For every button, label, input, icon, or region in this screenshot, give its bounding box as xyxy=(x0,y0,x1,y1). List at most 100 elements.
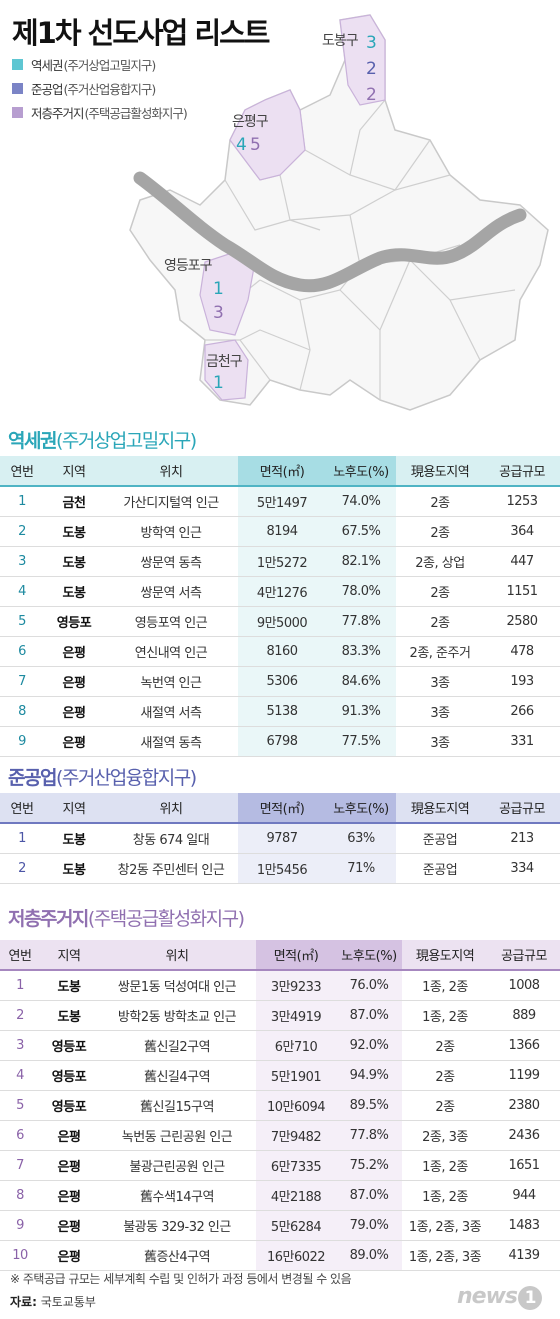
header-col-location: 위치 xyxy=(104,793,238,824)
cell-col-area: 도봉 xyxy=(44,546,104,577)
cell-col-area: 영등포 xyxy=(40,1060,98,1091)
district-count-eunpyeong-lowrise: 5 xyxy=(250,135,261,155)
header-col-no: 연번 xyxy=(0,793,44,824)
header-col-area: 지역 xyxy=(44,793,104,824)
cell-col-zoning: 1종, 2종, 3종 xyxy=(402,1240,488,1271)
table-row: 3 도봉 쌍문역 동측 1만5272 82.1% 2종, 상업 447 xyxy=(0,546,560,577)
cell-col-location: 舊신길15구역 xyxy=(98,1090,256,1121)
cell-col-area: 금천 xyxy=(44,486,104,517)
cell-col-location: 쌍문1동 덕성여대 인근 xyxy=(98,970,256,1001)
header-col-supply: 공급규모 xyxy=(484,793,560,824)
table-row: 1 도봉 쌍문1동 덕성여대 인근 3만9233 76.0% 1종, 2종 1008 xyxy=(0,970,560,1001)
cell-col-age: 74.0% xyxy=(326,486,396,517)
cell-col-area: 은평 xyxy=(40,1210,98,1241)
legend-swatch-lowrise xyxy=(12,106,23,118)
cell-col-area: 영등포 xyxy=(40,1030,98,1061)
cell-col-location: 연신내역 인근 xyxy=(104,636,238,667)
cell-col-age: 63% xyxy=(326,823,396,854)
cell-col-supply: 2436 xyxy=(488,1120,560,1151)
district-label-geumcheon: 금천구 xyxy=(206,354,243,370)
cell-col-no: 9 xyxy=(0,1210,40,1241)
district-label-eunpyeong: 은평구 xyxy=(232,114,269,130)
cell-col-location: 舊신길2구역 xyxy=(98,1030,256,1061)
cell-col-zoning: 2종 xyxy=(402,1030,488,1061)
header-col-location: 위치 xyxy=(98,940,256,971)
eunpyeong-highlight xyxy=(229,89,306,181)
cell-col-zoning: 1종, 2종 xyxy=(402,970,488,1001)
cell-col-area: 도봉 xyxy=(44,853,104,884)
cell-col-no: 1 xyxy=(0,823,44,854)
dobong-highlight xyxy=(339,14,386,106)
header-col-size: 면적(㎡) xyxy=(256,940,336,971)
cell-col-age: 77.8% xyxy=(336,1120,402,1151)
cell-col-size: 8194 xyxy=(238,516,326,547)
table-row: 3 영등포 舊신길2구역 6만710 92.0% 2종 1366 xyxy=(0,1030,560,1061)
cell-col-location: 영등포역 인근 xyxy=(104,606,238,637)
station-table: 연번 지역 위치 면적(㎡) 노후도(%) 現용도지역 공급규모 1 금천 가산디지털역 인근 5… xyxy=(0,456,560,757)
cell-col-size: 3만4919 xyxy=(256,1000,336,1031)
cell-col-no: 4 xyxy=(0,1060,40,1091)
cell-col-zoning: 2종 xyxy=(396,606,484,637)
cell-col-age: 92.0% xyxy=(336,1030,402,1061)
cell-col-no: 5 xyxy=(0,1090,40,1121)
header-col-area: 지역 xyxy=(40,940,98,971)
header-col-age: 노후도(%) xyxy=(326,456,396,487)
cell-col-location: 불광동 329-32 인근 xyxy=(98,1210,256,1241)
cell-col-no: 3 xyxy=(0,546,44,577)
cell-col-no: 1 xyxy=(0,486,44,517)
page-title: 제1차 선도사업 리스트 xyxy=(12,16,270,50)
cell-col-location: 舊수색14구역 xyxy=(98,1180,256,1211)
cell-col-zoning: 3종 xyxy=(396,666,484,697)
district-count-dobong-station: 3 xyxy=(366,33,377,53)
section-title-text: 준공업 xyxy=(8,767,57,789)
cell-col-supply: 1199 xyxy=(488,1060,560,1091)
cell-col-location: 방학2동 방학초교 인근 xyxy=(98,1000,256,1031)
cell-col-area: 도봉 xyxy=(40,1000,98,1031)
cell-col-zoning: 3종 xyxy=(396,696,484,727)
cell-col-size: 5138 xyxy=(238,696,326,727)
cell-col-supply: 2380 xyxy=(488,1090,560,1121)
cell-col-area: 도봉 xyxy=(44,576,104,607)
cell-col-size: 6798 xyxy=(238,726,326,757)
cell-col-location: 방학역 인근 xyxy=(104,516,238,547)
cell-col-size: 1만5456 xyxy=(238,853,326,884)
cell-col-size: 5만6284 xyxy=(256,1210,336,1241)
cell-col-area: 은평 xyxy=(44,636,104,667)
cell-col-zoning: 1종, 2종, 3종 xyxy=(402,1210,488,1241)
legend: 역세권 (주거상업고밀지구) 준공업 (주거산업융합지구) 저층주거지 (주택공급활성… xyxy=(12,52,188,124)
cell-col-zoning: 2종, 준주거 xyxy=(396,636,484,667)
cell-col-no: 7 xyxy=(0,666,44,697)
cell-col-size: 8160 xyxy=(238,636,326,667)
legend-label: 준공업 xyxy=(31,81,64,97)
cell-col-supply: 331 xyxy=(484,726,560,757)
cell-col-supply: 4139 xyxy=(488,1240,560,1271)
table-row: 9 은평 새절역 동측 6798 77.5% 3종 331 xyxy=(0,726,560,757)
cell-col-zoning: 준공업 xyxy=(396,853,484,884)
cell-col-supply: 1366 xyxy=(488,1030,560,1061)
geumcheon-highlight xyxy=(204,339,249,401)
cell-col-age: 77.8% xyxy=(326,606,396,637)
cell-col-area: 은평 xyxy=(44,696,104,727)
header-col-size: 면적(㎡) xyxy=(238,793,326,824)
cell-col-no: 6 xyxy=(0,636,44,667)
cell-col-area: 도봉 xyxy=(40,970,98,1001)
header-col-supply: 공급규모 xyxy=(484,456,560,487)
cell-col-location: 舊증산4구역 xyxy=(98,1240,256,1271)
section-title-industrial: 준공업(주거산업융합지구) xyxy=(8,763,197,790)
cell-col-supply: 1253 xyxy=(484,486,560,517)
district-label-yeongdeungpo: 영등포구 xyxy=(164,258,213,274)
table-row: 6 은평 연신내역 인근 8160 83.3% 2종, 준주거 478 xyxy=(0,636,560,667)
cell-col-zoning: 2종, 3종 xyxy=(402,1120,488,1151)
section-title-paren: (주택공급활성화지구) xyxy=(87,908,245,930)
cell-col-size: 4만1276 xyxy=(238,576,326,607)
industrial-table: 연번 지역 위치 면적(㎡) 노후도(%) 現용도지역 공급규모 1 도봉 창동 674 일대 9… xyxy=(0,793,560,884)
logo-text: news xyxy=(456,1284,518,1309)
legend-label: 저층주거지 xyxy=(31,105,85,121)
cell-col-location: 창2동 주민센터 인근 xyxy=(104,853,238,884)
cell-col-age: 67.5% xyxy=(326,516,396,547)
cell-col-no: 2 xyxy=(0,516,44,547)
legend-item-station: 역세권 (주거상업고밀지구) xyxy=(12,52,187,76)
cell-col-supply: 478 xyxy=(484,636,560,667)
cell-col-age: 91.3% xyxy=(326,696,396,727)
header-col-age: 노후도(%) xyxy=(336,940,402,971)
